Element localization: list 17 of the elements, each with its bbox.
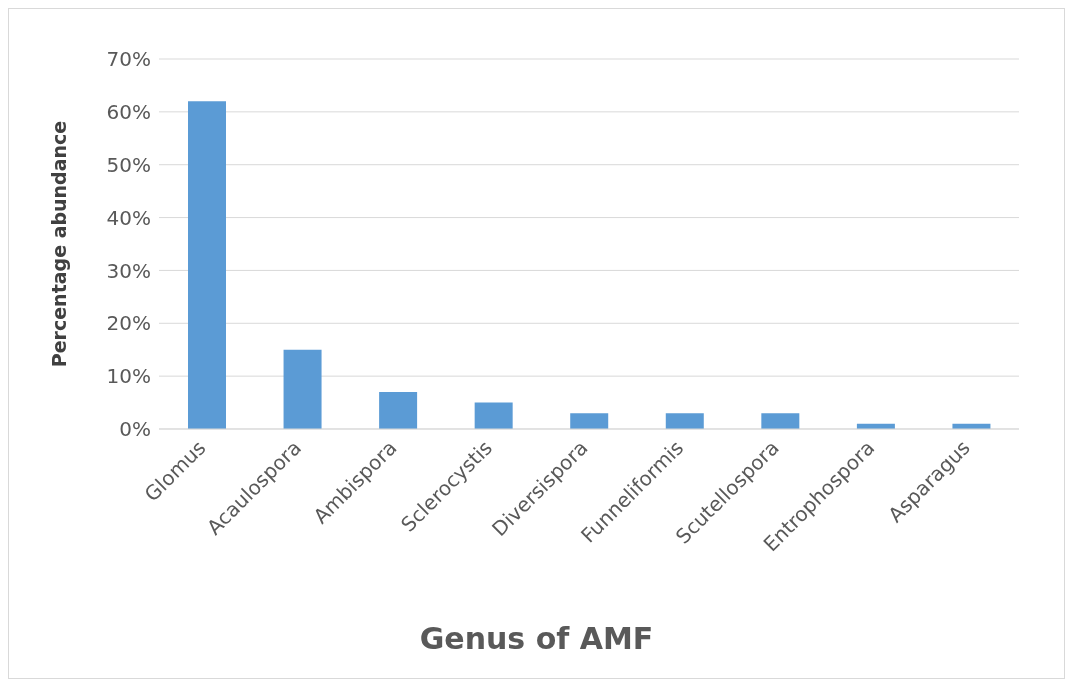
bar	[570, 413, 609, 429]
y-tick-label: 10%	[106, 364, 151, 389]
y-tick-label: 70%	[106, 47, 151, 72]
y-tick-label: 40%	[106, 205, 151, 230]
bar	[283, 349, 322, 429]
bar	[761, 413, 800, 429]
bar	[474, 402, 513, 429]
x-axis-title: Genus of AMF	[418, 621, 655, 656]
bar	[665, 413, 704, 429]
y-tick-label: 20%	[106, 311, 151, 336]
bar	[188, 101, 226, 429]
y-tick-label: 30%	[106, 258, 151, 283]
y-axis-title: Percentage abundance	[47, 120, 70, 368]
y-tick-label: 60%	[106, 99, 151, 124]
y-tick-label: 50%	[106, 152, 151, 177]
bar	[379, 392, 418, 429]
y-tick-label: 0%	[119, 417, 151, 442]
